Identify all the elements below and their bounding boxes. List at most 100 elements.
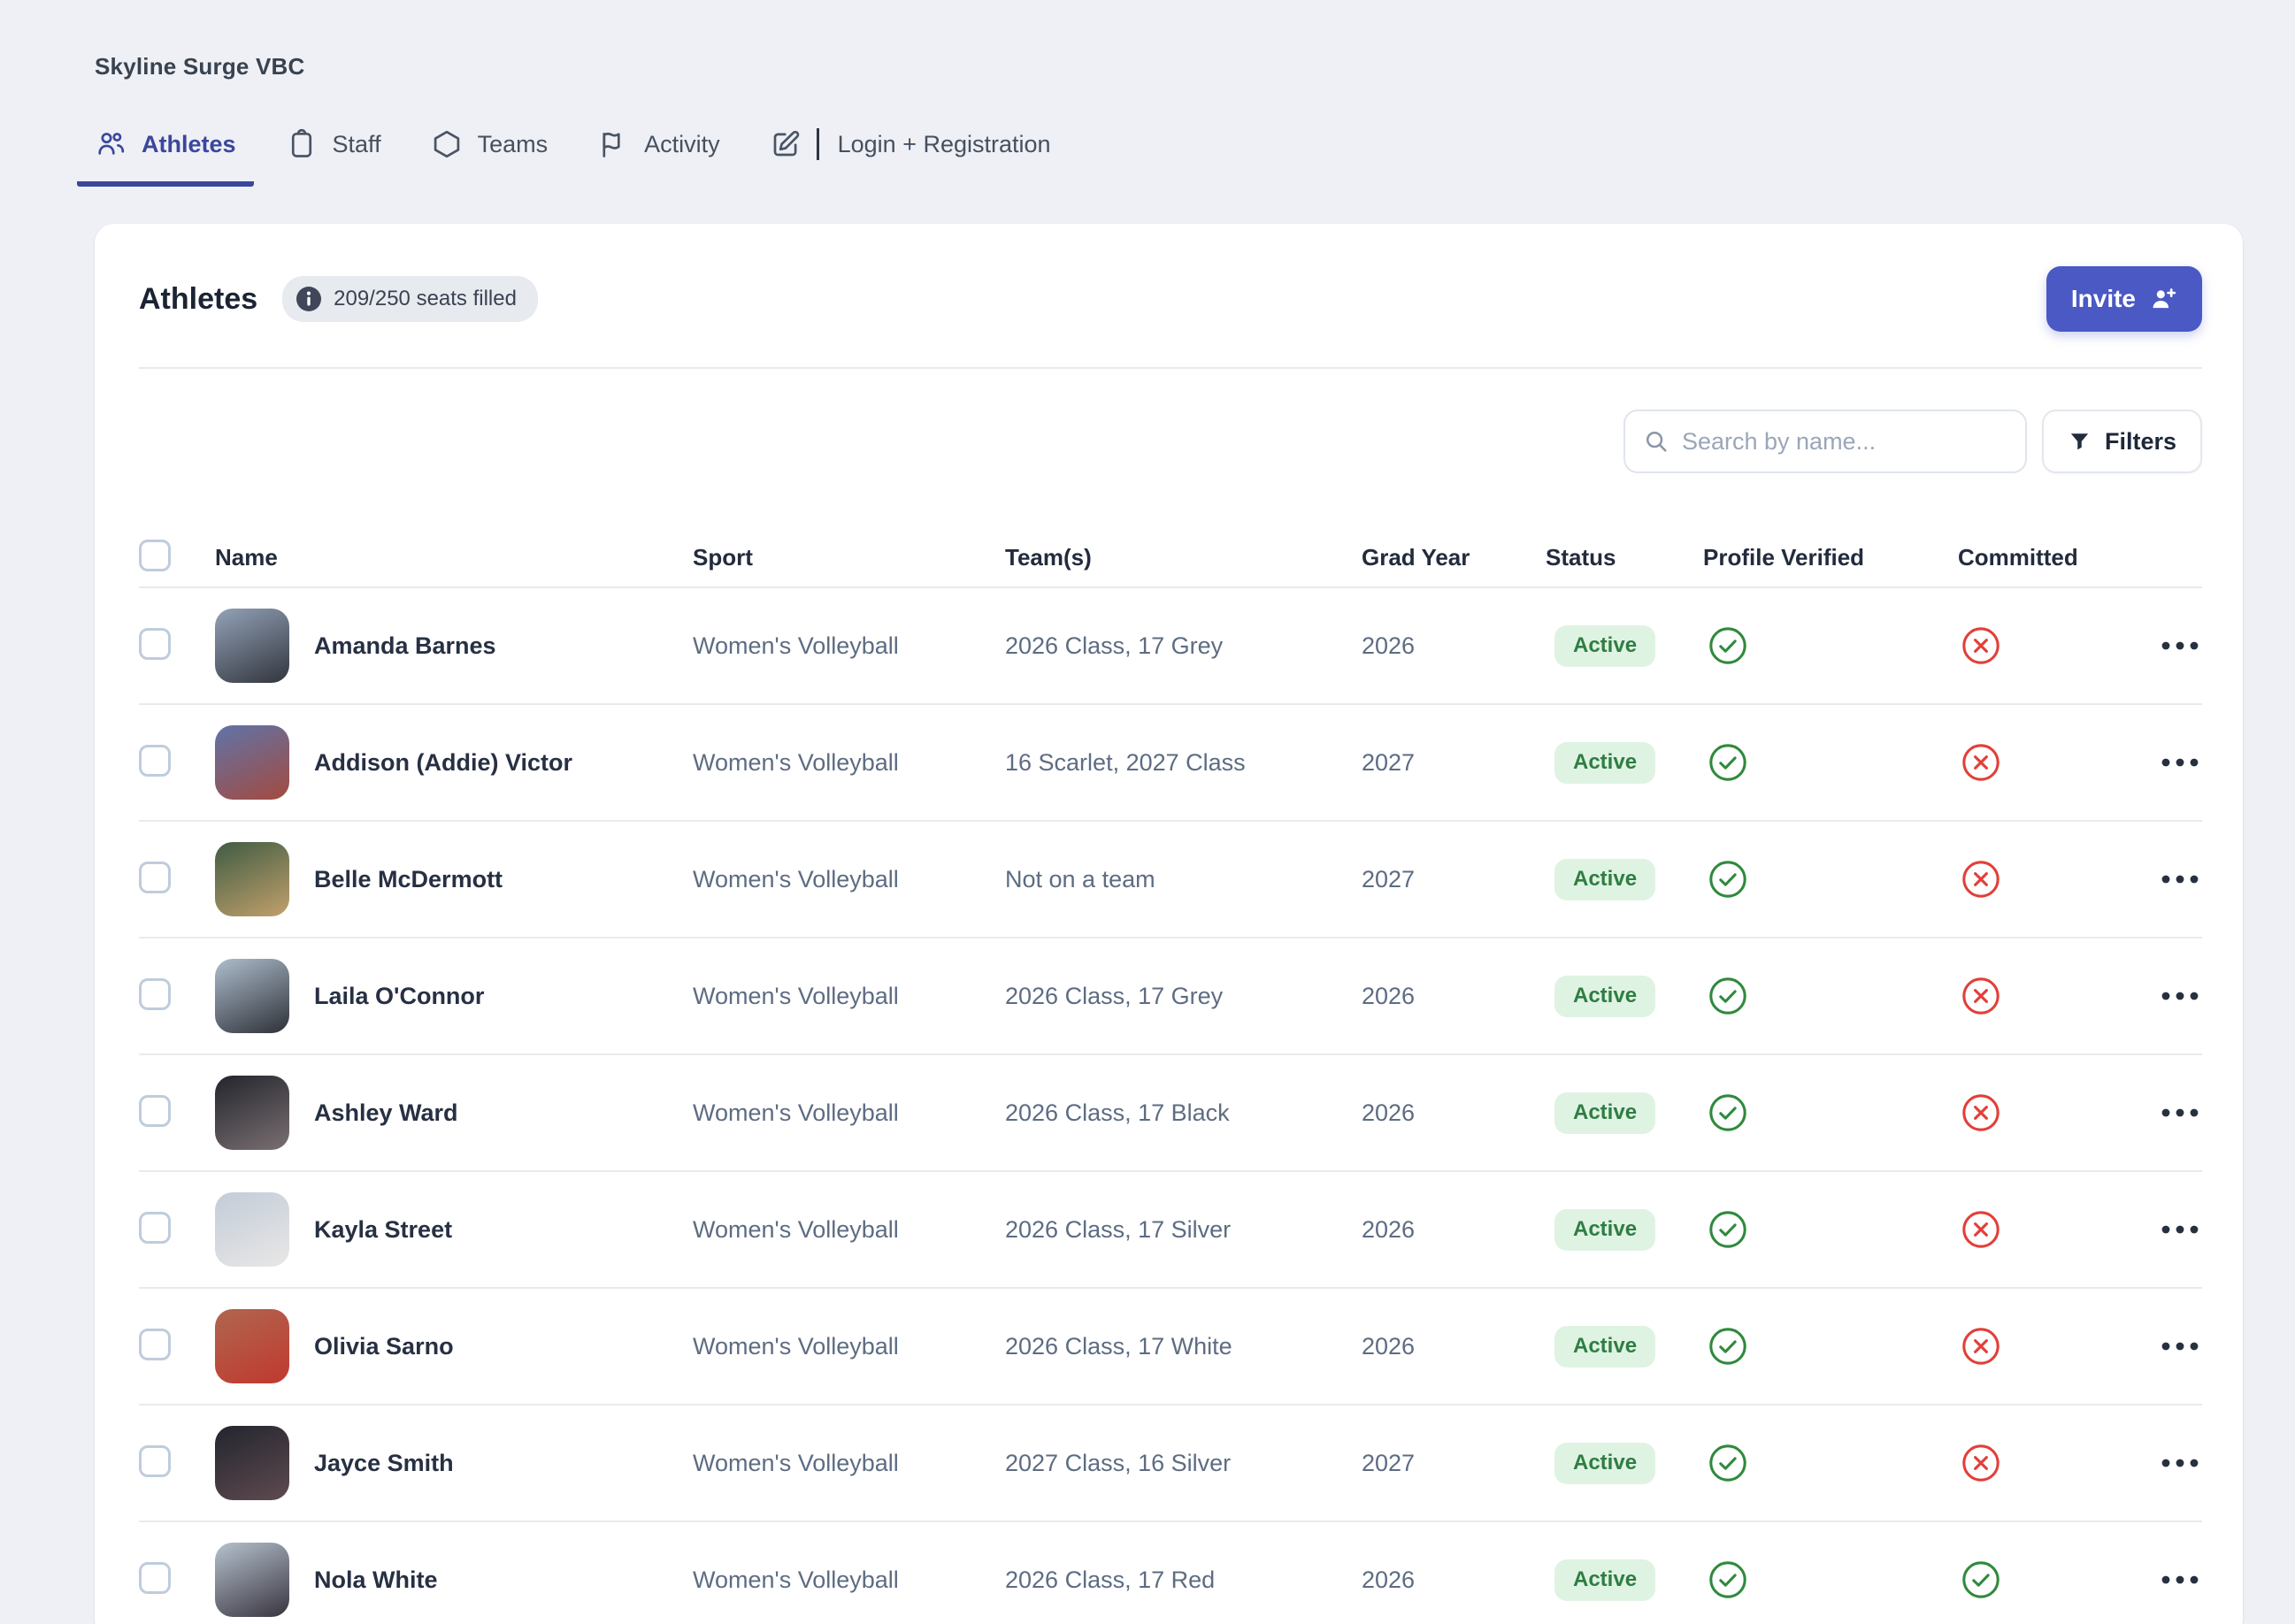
teams-value: 2026 Class, 17 Red xyxy=(1005,1566,1216,1593)
verified-check-icon xyxy=(1709,977,1746,1015)
row-checkbox[interactable] xyxy=(139,1094,171,1127)
column-header-status: Status xyxy=(1546,543,1616,571)
grad-year-value: 2026 xyxy=(1362,1332,1416,1360)
teams-value: 2026 Class, 17 Grey xyxy=(1005,982,1224,1009)
row-actions-button[interactable] xyxy=(2158,1332,2202,1360)
row-actions-button[interactable] xyxy=(2158,1099,2202,1127)
search-box xyxy=(1623,410,2027,473)
teams-value: 2026 Class, 17 Silver xyxy=(1005,1215,1232,1243)
sport-value: Women's Volleyball xyxy=(693,1566,899,1593)
panel-heading-row: Athletes 209/250 seats filled Invite xyxy=(139,266,2202,332)
column-header-name: Name xyxy=(215,543,278,571)
row-checkbox[interactable] xyxy=(139,977,171,1010)
table-row: Ashley Ward Women's Volleyball 2026 Clas… xyxy=(139,1055,2202,1172)
select-all-checkbox[interactable] xyxy=(139,539,171,571)
invite-button[interactable]: Invite xyxy=(2046,266,2202,332)
athletes-panel: Athletes 209/250 seats filled Invite xyxy=(95,224,2243,1624)
sport-value: Women's Volleyball xyxy=(693,1449,899,1476)
row-checkbox[interactable] xyxy=(139,744,171,777)
tab-athletes[interactable]: Athletes xyxy=(77,128,254,187)
row-checkbox[interactable] xyxy=(139,1211,171,1244)
grad-year-value: 2027 xyxy=(1362,865,1416,892)
sport-value: Women's Volleyball xyxy=(693,865,899,892)
athlete-avatar xyxy=(215,1192,289,1267)
filters-button[interactable]: Filters xyxy=(2041,410,2202,473)
row-actions-button[interactable] xyxy=(2158,1449,2202,1477)
verified-check-icon xyxy=(1709,1094,1746,1131)
teams-value: 2027 Class, 16 Silver xyxy=(1005,1449,1232,1476)
main-tab-bar: Athletes Staff Teams Activity Login + Re… xyxy=(77,128,2243,187)
heading-divider xyxy=(139,367,2202,369)
teams-value: 2026 Class, 17 Black xyxy=(1005,1099,1230,1126)
table-row: Nola White Women's Volleyball 2026 Class… xyxy=(139,1522,2202,1624)
ellipsis-icon xyxy=(2161,758,2199,767)
filter-funnel-icon xyxy=(2070,433,2089,449)
box-icon xyxy=(434,130,459,158)
org-name-title: Skyline Surge VBC xyxy=(95,53,305,80)
ellipsis-icon xyxy=(2161,992,2199,1000)
search-input[interactable] xyxy=(1681,427,2007,456)
athlete-name: Nola White xyxy=(314,1566,438,1593)
row-actions-button[interactable] xyxy=(2158,1215,2202,1244)
tab-activity[interactable]: Activity xyxy=(580,128,738,187)
tab-teams[interactable]: Teams xyxy=(413,128,566,187)
athlete-avatar xyxy=(215,1309,289,1383)
status-badge: Active xyxy=(1554,1442,1656,1484)
grad-year-value: 2027 xyxy=(1362,1449,1416,1476)
row-actions-button[interactable] xyxy=(2158,748,2202,777)
row-checkbox[interactable] xyxy=(139,861,171,893)
page-title: Athletes xyxy=(139,281,258,316)
ellipsis-icon xyxy=(2161,1575,2199,1584)
row-actions-button[interactable] xyxy=(2158,632,2202,660)
row-actions-button[interactable] xyxy=(2158,1566,2202,1594)
tab-label: Login + Registration xyxy=(837,130,1051,157)
athlete-name: Laila O'Connor xyxy=(314,982,485,1009)
committed-no-icon xyxy=(1962,1211,1999,1248)
teams-value: Not on a team xyxy=(1005,865,1155,892)
sport-value: Women's Volleyball xyxy=(693,748,899,776)
table-body: Amanda Barnes Women's Volleyball 2026 Cl… xyxy=(139,588,2202,1624)
row-checkbox[interactable] xyxy=(139,1444,171,1477)
column-header-profile-verified: Profile Verified xyxy=(1703,543,1865,571)
status-badge: Active xyxy=(1554,624,1656,667)
status-badge: Active xyxy=(1554,858,1656,900)
verified-check-icon xyxy=(1709,1444,1746,1482)
status-badge: Active xyxy=(1554,1325,1656,1367)
tab-staff[interactable]: Staff xyxy=(268,128,399,187)
seats-filled-badge: 209/250 seats filled xyxy=(282,276,538,322)
column-header-grad-year: Grad Year xyxy=(1362,543,1470,571)
athlete-avatar xyxy=(215,1076,289,1150)
ellipsis-icon xyxy=(2161,1225,2199,1234)
verified-check-icon xyxy=(1709,861,1746,898)
athlete-name: Amanda Barnes xyxy=(314,632,496,659)
status-badge: Active xyxy=(1554,1092,1656,1134)
athlete-name: Belle McDermott xyxy=(314,865,503,892)
filters-button-label: Filters xyxy=(2104,427,2176,455)
user-plus-icon xyxy=(2153,288,2176,309)
column-header-teams: Team(s) xyxy=(1005,543,1092,571)
grad-year-value: 2026 xyxy=(1362,1099,1416,1126)
row-checkbox[interactable] xyxy=(139,627,171,660)
edit-icon xyxy=(773,130,799,157)
table-row: Laila O'Connor Women's Volleyball 2026 C… xyxy=(139,938,2202,1055)
committed-no-icon xyxy=(1962,861,1999,898)
teams-value: 16 Scarlet, 2027 Class xyxy=(1005,748,1246,776)
row-checkbox[interactable] xyxy=(139,1328,171,1360)
sport-value: Women's Volleyball xyxy=(693,1332,899,1360)
status-badge: Active xyxy=(1554,975,1656,1017)
people-icon xyxy=(98,133,125,155)
table-row: Amanda Barnes Women's Volleyball 2026 Cl… xyxy=(139,588,2202,705)
seats-filled-text: 209/250 seats filled xyxy=(334,287,517,310)
row-actions-button[interactable] xyxy=(2158,982,2202,1010)
grad-year-value: 2026 xyxy=(1362,1566,1416,1593)
row-checkbox[interactable] xyxy=(139,1561,171,1594)
table-row: Belle McDermott Women's Volleyball Not o… xyxy=(139,822,2202,938)
info-icon[interactable] xyxy=(296,286,322,312)
verified-check-icon xyxy=(1709,1561,1746,1598)
ellipsis-icon xyxy=(2161,1342,2199,1351)
row-actions-button[interactable] xyxy=(2158,865,2202,893)
search-icon xyxy=(1646,431,1667,452)
ellipsis-icon xyxy=(2161,1459,2199,1467)
tab-login-registration[interactable]: Login + Registration xyxy=(752,128,1069,187)
grad-year-value: 2026 xyxy=(1362,632,1416,659)
